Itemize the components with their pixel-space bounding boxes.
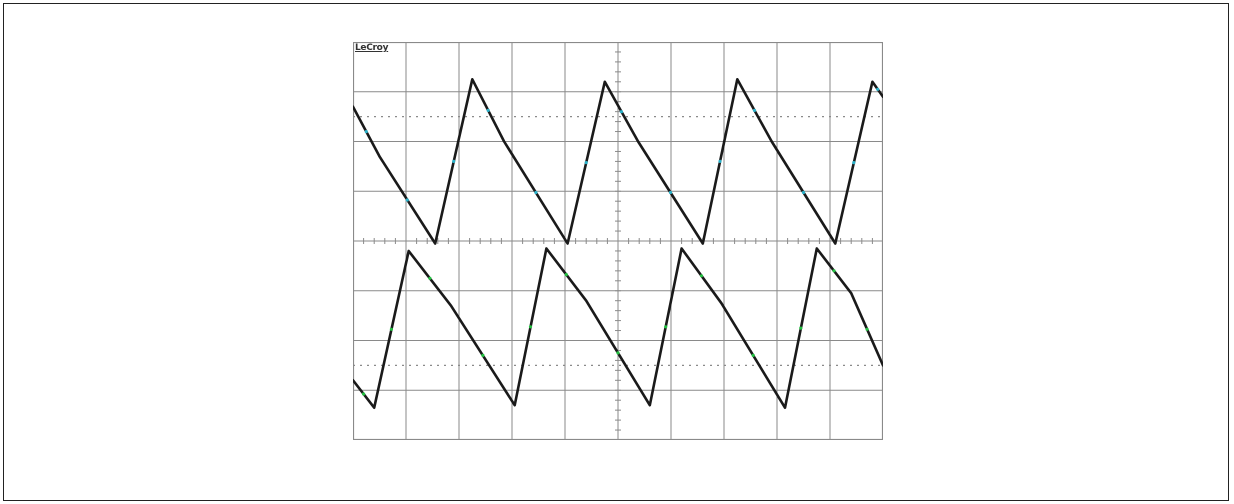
trace-sample-marker xyxy=(865,327,869,331)
trace-sample-marker xyxy=(486,108,490,112)
graticule xyxy=(353,42,883,440)
oscilloscope-screen xyxy=(353,42,883,440)
trace-sample-marker xyxy=(405,198,409,202)
outer-frame xyxy=(3,3,1229,501)
trace-sample-marker xyxy=(564,273,568,277)
trace-sample-marker xyxy=(362,392,366,396)
oscilloscope-plot xyxy=(353,42,883,440)
trace-sample-marker xyxy=(428,276,432,280)
trace-sample-marker xyxy=(481,353,485,357)
trace-sample-marker xyxy=(616,351,620,355)
trace-sample-marker xyxy=(668,190,673,195)
trace-sample-marker xyxy=(534,190,538,195)
trace-sample-marker xyxy=(619,110,623,114)
trace-sample-marker xyxy=(752,108,757,112)
trace-sample-marker xyxy=(452,159,456,163)
trace-sample-marker xyxy=(801,190,806,195)
trace-sample-marker xyxy=(664,325,668,329)
trace-sample-marker xyxy=(751,353,755,357)
trace-sample-marker xyxy=(852,161,856,165)
brand-label: LeCroy xyxy=(355,43,389,53)
trace-sample-marker xyxy=(876,87,880,91)
trace-sample-marker xyxy=(584,161,588,165)
trace-sample-marker xyxy=(699,274,704,278)
traces xyxy=(353,77,883,410)
trace-sample-marker xyxy=(718,159,722,163)
trace-sample-marker xyxy=(528,325,533,329)
trace-sample-marker xyxy=(799,326,803,330)
trace-sample-marker xyxy=(832,269,836,273)
trace-sample-marker xyxy=(364,130,368,134)
trace-sample-marker xyxy=(389,327,393,331)
